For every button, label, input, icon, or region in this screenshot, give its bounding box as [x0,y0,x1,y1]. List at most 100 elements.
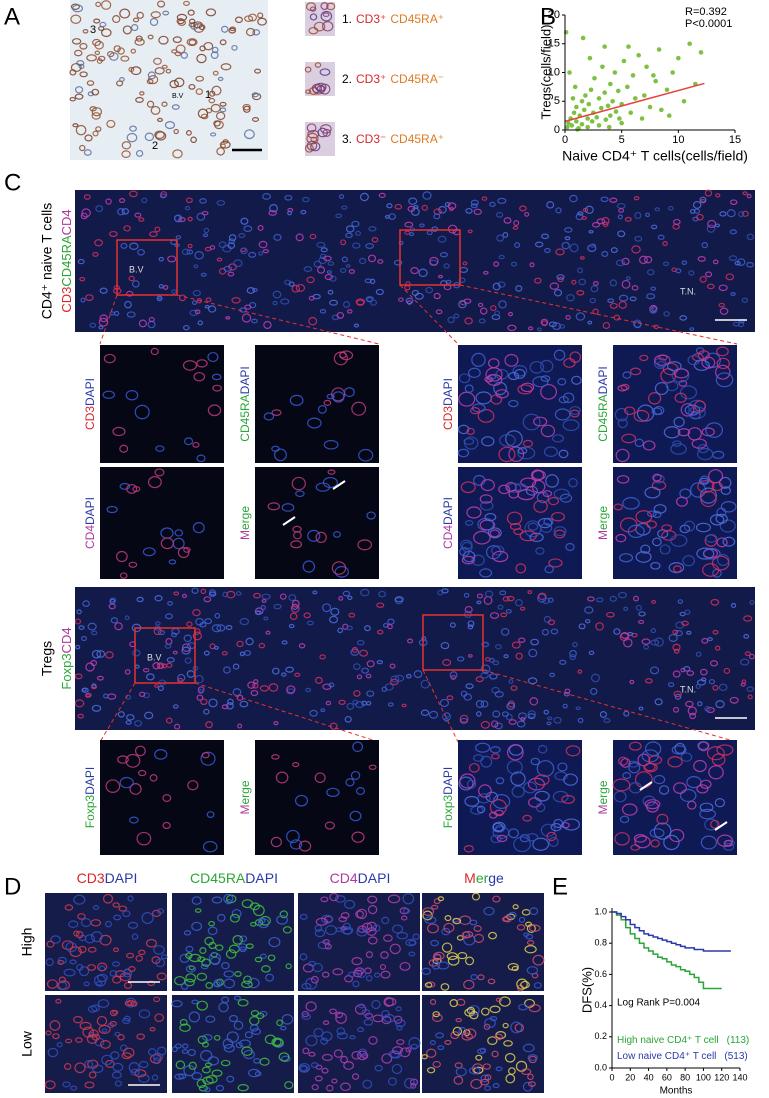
cell [220,1059,231,1067]
point [594,115,600,120]
cell [208,97,216,104]
cell [533,982,542,989]
cell [441,712,452,722]
cell [675,268,682,274]
cell [519,834,530,843]
cell [152,662,161,670]
cell [447,316,455,324]
column-label: CD3DAPI [77,870,138,886]
y-tick-label: 20 [548,9,560,21]
cell [629,296,637,302]
cell [112,426,126,437]
cell [638,619,645,625]
cell [641,638,651,645]
cell [527,1073,534,1081]
cell [464,605,473,614]
cell [341,256,348,263]
cell [610,247,618,254]
label-segment: DAPI [441,497,455,525]
cell [68,920,79,928]
cell [737,321,745,328]
cell [577,669,583,674]
cell [621,279,631,289]
cell [729,229,737,235]
cell [719,307,729,315]
cell [680,752,693,762]
point [598,105,604,111]
inset-number: 1. [342,12,352,26]
cell [324,273,334,281]
cell [470,203,478,209]
label-segment: CD45RA⁺ [390,132,444,146]
cell [615,259,626,267]
cell [285,963,292,970]
cell [276,915,288,925]
cell [562,818,581,831]
cell [70,14,82,24]
cell [670,534,688,547]
point [653,78,658,84]
cell [105,920,112,928]
cell [216,147,225,156]
cell [629,679,635,685]
cell [135,96,144,103]
panel-label: A [4,3,20,30]
point [664,87,670,93]
cell [639,255,648,265]
cell [542,597,550,605]
cell [134,404,150,420]
cell [127,895,134,902]
cell [147,980,155,987]
label-segment: CD45RA⁻ [390,72,444,86]
cell [308,316,318,326]
cell [492,660,500,666]
cell [109,969,118,977]
cell [506,759,523,775]
cell [121,141,132,150]
cell [221,962,230,970]
cell [387,894,401,904]
point [619,120,624,126]
cell [426,923,439,934]
cell [110,1051,120,1060]
cell [482,1063,491,1070]
cell [546,201,555,209]
cell [320,2,329,10]
cell [295,283,306,292]
cell [332,968,344,976]
cell [744,651,751,656]
cell [179,1018,188,1026]
cell [320,1037,329,1045]
cell [722,536,736,547]
cell [381,1053,393,1064]
cell [130,66,142,76]
cell [239,617,250,626]
cell [453,1075,464,1085]
cell [688,270,695,276]
cell [411,289,420,297]
cell [150,347,159,356]
cell [498,446,516,463]
cell [652,473,662,482]
cell [553,526,567,537]
cell [609,595,618,602]
cell [408,197,418,205]
cell [522,439,534,448]
cell [344,715,352,723]
label-segment: DAPI [596,366,610,394]
cell [204,1062,212,1068]
micrograph [613,345,737,463]
annotation: Log Rank P=0.004 [617,998,701,1009]
cell [221,704,229,710]
cell [314,62,322,68]
y-tick-label: 0.2 [594,1031,607,1041]
cell [74,1037,83,1043]
cell [595,597,604,603]
cell [117,1034,125,1041]
cell [70,62,82,73]
zoom-box [116,239,178,296]
cell [590,285,599,293]
cell [91,649,102,659]
cell [366,660,375,668]
cell [398,297,404,302]
